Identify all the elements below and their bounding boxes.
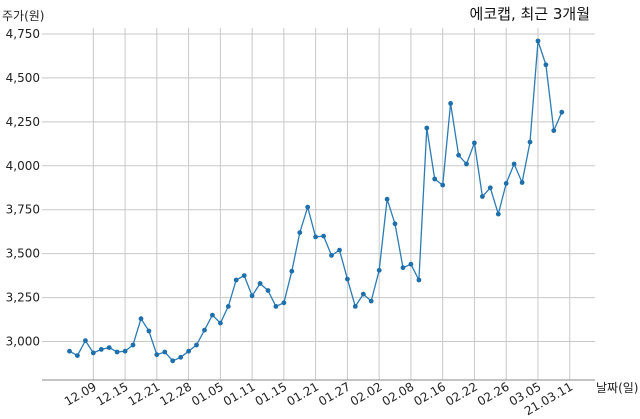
y-tick-label: 4,250: [6, 115, 40, 129]
data-point: [241, 273, 247, 278]
data-point: [368, 298, 374, 304]
data-point: [440, 182, 446, 188]
x-tick-label: 02.08: [380, 379, 417, 408]
data-point: [360, 291, 366, 297]
data-point: [225, 304, 231, 309]
data-point: [329, 253, 334, 258]
x-tick-label: 01.21: [284, 379, 321, 408]
y-tick-labels: 3,000 3,250 3,500 3,750 4,000 4,250 4,500 4,750: [6, 27, 40, 349]
x-tick-label: 01.27: [316, 379, 353, 408]
data-point: [154, 352, 160, 358]
y-tick-label: 3,750: [6, 203, 40, 217]
data-point: [106, 345, 112, 350]
data-point: [257, 281, 263, 286]
data-point: [67, 348, 72, 354]
data-point: [376, 267, 382, 273]
x-tick-label: 02.26: [475, 379, 512, 408]
data-point: [218, 320, 223, 326]
data-point: [321, 233, 326, 239]
data-point: [495, 211, 501, 217]
data-point: [305, 204, 311, 210]
data-point: [480, 194, 485, 199]
y-tick-label: 4,000: [6, 159, 40, 173]
data-point: [233, 277, 239, 283]
data-point: [448, 101, 453, 106]
x-tick-label: 12.28: [157, 379, 194, 408]
data-point: [146, 328, 152, 334]
data-point: [122, 348, 128, 354]
data-point: [281, 300, 287, 306]
data-point: [75, 353, 80, 358]
data-point: [83, 338, 88, 343]
data-point: [313, 234, 318, 240]
data-point: [384, 196, 390, 202]
data-point: [464, 161, 469, 167]
x-tick-label: 12.15: [94, 379, 131, 408]
data-point: [408, 261, 414, 267]
x-tick-label: 01.15: [253, 379, 290, 408]
data-point: [265, 288, 271, 293]
data-point: [392, 221, 398, 227]
data-point: [543, 62, 549, 68]
data-point: [130, 342, 136, 348]
x-tick-labels: 12.0912.1512.2112.2801.0501.1101.1501.21…: [62, 379, 575, 418]
data-point: [511, 161, 517, 167]
data-point: [162, 349, 168, 355]
data-point: [297, 230, 303, 236]
data-point: [527, 139, 533, 145]
data-point: [535, 38, 541, 44]
data-point: [202, 327, 207, 333]
data-point: [472, 140, 477, 146]
data-point: [559, 109, 565, 115]
data-point: [456, 152, 461, 158]
x-tick-label: 02.22: [443, 379, 480, 408]
data-point: [210, 312, 215, 318]
data-point: [114, 349, 120, 355]
y-tick-label: 3,000: [6, 335, 40, 349]
data-point: [273, 304, 279, 309]
x-tick-label: 12.21: [126, 379, 163, 408]
data-point: [98, 347, 104, 352]
chart-title: 에코캡, 최근 3개월: [470, 5, 590, 23]
data-point: [90, 350, 96, 356]
y-tick-label: 4,500: [6, 71, 40, 85]
y-axis-label: 주가(원): [2, 9, 44, 23]
data-point: [519, 180, 525, 185]
data-point: [249, 293, 255, 299]
data-point: [400, 265, 406, 271]
data-point: [194, 342, 199, 348]
x-tick-label: 01.05: [189, 379, 226, 408]
y-tick-label: 3,250: [6, 291, 40, 305]
y-tick-label: 3,500: [6, 247, 40, 261]
data-point: [352, 304, 358, 309]
data-point: [432, 176, 438, 182]
x-axis-label: 날짜(일): [596, 381, 638, 395]
x-tick-label: 02.16: [411, 379, 448, 408]
x-tick-label: 02.02: [348, 379, 385, 408]
data-point: [186, 348, 192, 354]
data-point: [487, 185, 493, 191]
grid-lines: [42, 28, 595, 380]
data-point: [178, 354, 184, 360]
data-point: [551, 128, 557, 134]
x-tick-label: 01.11: [221, 379, 258, 408]
x-tick-label: 12.09: [62, 379, 99, 408]
data-point: [170, 358, 176, 364]
price-series: [67, 38, 565, 364]
data-point: [337, 247, 342, 253]
data-point: [416, 277, 422, 283]
data-point: [424, 125, 430, 131]
data-point: [345, 276, 350, 282]
data-point: [503, 181, 509, 186]
y-tick-label: 4,750: [6, 27, 40, 41]
data-point: [289, 268, 295, 274]
data-point: [138, 316, 144, 322]
